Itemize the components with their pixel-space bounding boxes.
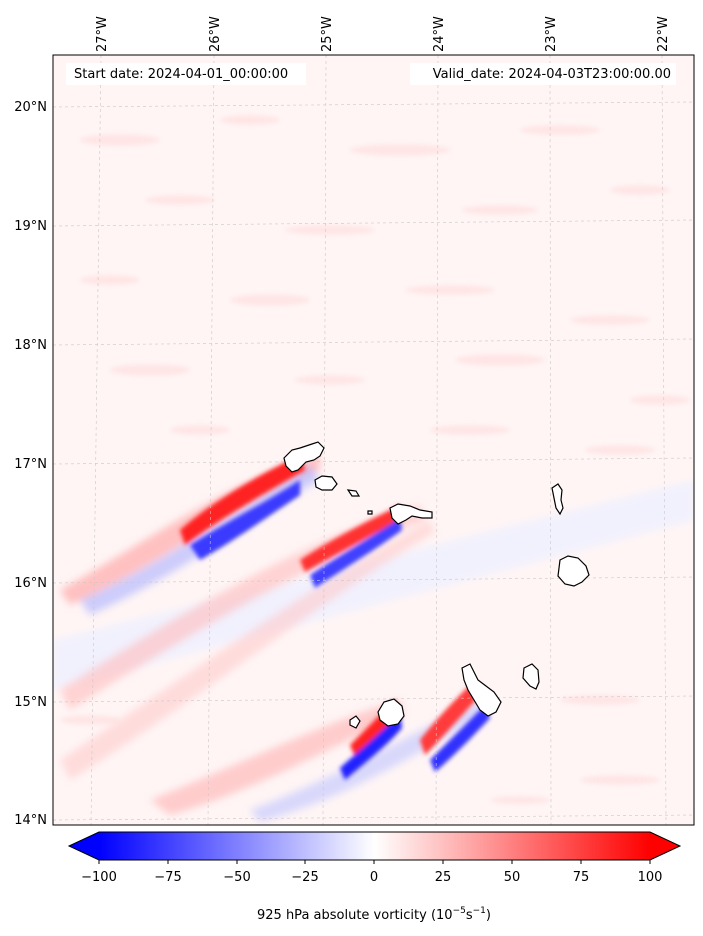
colorbar-label-exp2: −1 [473,906,486,916]
colorbar-tick-label: 75 [573,870,590,885]
island-fogo [377,698,405,727]
island-santiago [461,663,502,717]
colorbar-tick-label: 100 [638,870,663,885]
colorbar-tick-label: −100 [81,870,117,885]
colorbar-label-end: ) [486,908,491,923]
lat-tick-label: 15°N [14,695,47,710]
wake-streaks [60,455,490,822]
colorbar-gradient [99,832,650,860]
colorbar-tick-label: 50 [504,870,521,885]
latitude-labels: 20°N 19°N 18°N 17°N 16°N 15°N 14°N [14,100,47,828]
lon-tick-label: 27°W [95,16,110,52]
longitude-labels: 27°W 26°W 25°W 24°W 23°W 22°W [95,16,671,52]
map-area: Start date: 2024-04-01_00:00:00 Valid_da… [53,55,694,825]
start-date-label: Start date: 2024-04-01_00:00:00 [74,67,288,82]
valid-date-box [410,63,676,85]
colorbar-tick-label: 0 [370,870,378,885]
colorbar-label: 925 hPa absolute vorticity (10−5s−1) [257,906,491,923]
lat-tick-label: 20°N [14,100,47,115]
colorbar-label-mid: s [466,908,473,923]
island-islet [367,510,373,515]
island-boa-vista [557,555,590,587]
lat-tick-label: 16°N [14,576,47,591]
islands [283,441,590,729]
island-sao-nicolau [389,503,433,525]
colorbar: −100 −75 −50 −25 0 25 50 75 100 925 hPa … [67,831,682,923]
lat-tick-label: 19°N [14,219,47,234]
graticule [53,55,694,825]
colorbar-tick-label: −75 [154,870,181,885]
colorbar-label-main: 925 hPa absolute vorticity (10 [257,908,453,923]
colorbar-min-extension [69,832,99,860]
lon-tick-label: 25°W [320,16,335,52]
island-santo-antao [283,441,325,473]
map-frame [52,54,695,826]
island-sao-vicente [314,475,338,491]
lon-tick-label: 22°W [656,16,671,52]
background-vorticity-field [60,115,690,804]
lon-tick-label: 24°W [432,16,447,52]
weak-negative-band [53,480,694,690]
lon-tick-label: 26°W [208,16,223,52]
lat-tick-label: 18°N [14,338,47,353]
valid-date-label: Valid_date: 2024-04-03T23:00:00.00 [433,67,671,82]
colorbar-label-exp1: −5 [453,906,466,916]
lat-tick-label: 14°N [14,813,47,828]
colorbar-tick-label: −25 [291,870,318,885]
lon-tick-label: 23°W [544,16,559,52]
island-santa-luzia [346,489,361,497]
island-sal [551,483,564,516]
island-brava [349,715,361,729]
colorbar-max-extension [650,832,680,860]
colorbar-tick-label: 25 [435,870,452,885]
island-maio [522,663,540,690]
colorbar-tick-label: −50 [223,870,250,885]
colorbar-ticks [98,860,651,864]
start-date-box [66,63,306,85]
lat-tick-label: 17°N [14,457,47,472]
